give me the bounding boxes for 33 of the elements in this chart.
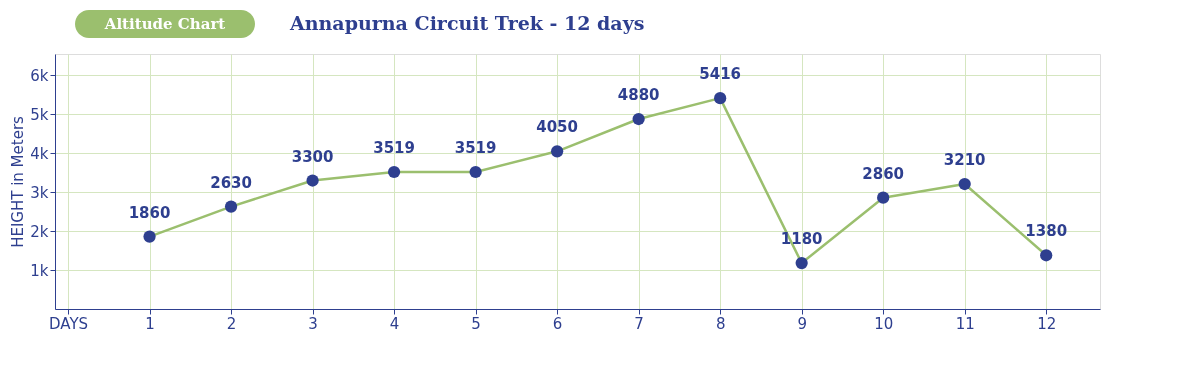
x-tick-label: 7 bbox=[634, 314, 644, 333]
y-tick-label: 2k bbox=[30, 222, 49, 241]
y-tick-label: 4k bbox=[30, 144, 49, 163]
data-label: 4050 bbox=[536, 118, 578, 137]
chart-title: Annapurna Circuit Trek - 12 days bbox=[289, 12, 645, 34]
x-tick-label: 2 bbox=[226, 314, 237, 333]
x-tick-label: 1 bbox=[145, 314, 155, 333]
x-tick-label: DAYS bbox=[49, 314, 89, 333]
x-tick-label: 9 bbox=[797, 314, 807, 333]
data-label: 2860 bbox=[862, 164, 905, 183]
y-tick-label: 1k bbox=[30, 261, 49, 280]
data-label: 3210 bbox=[943, 151, 986, 170]
data-label: 2630 bbox=[210, 173, 252, 192]
x-tick-label: 11 bbox=[955, 314, 975, 333]
data-label: 5416 bbox=[699, 65, 742, 84]
x-tick-label: 10 bbox=[874, 314, 894, 333]
data-label: 3519 bbox=[373, 139, 415, 157]
y-tick-label: 5k bbox=[30, 105, 49, 124]
x-tick-label: 6 bbox=[552, 314, 563, 333]
y-tick-label: 3k bbox=[30, 183, 49, 202]
x-tick-label: 8 bbox=[715, 314, 726, 333]
data-label: 1860 bbox=[128, 203, 171, 222]
x-tick-label: 3 bbox=[308, 314, 318, 333]
data-label: 3519 bbox=[454, 139, 497, 157]
y-tick-label: 6k bbox=[30, 66, 49, 85]
x-tick-label: 12 bbox=[1037, 314, 1057, 333]
data-label: 1380 bbox=[1025, 222, 1068, 241]
data-label: 4880 bbox=[617, 86, 660, 105]
y-axis-title: HEIGHT in Meters bbox=[9, 115, 28, 248]
x-tick-label: 4 bbox=[389, 314, 400, 333]
x-tick-label: 5 bbox=[471, 314, 481, 333]
data-label: 3300 bbox=[291, 147, 334, 166]
text: Altitude Chart bbox=[103, 15, 226, 33]
